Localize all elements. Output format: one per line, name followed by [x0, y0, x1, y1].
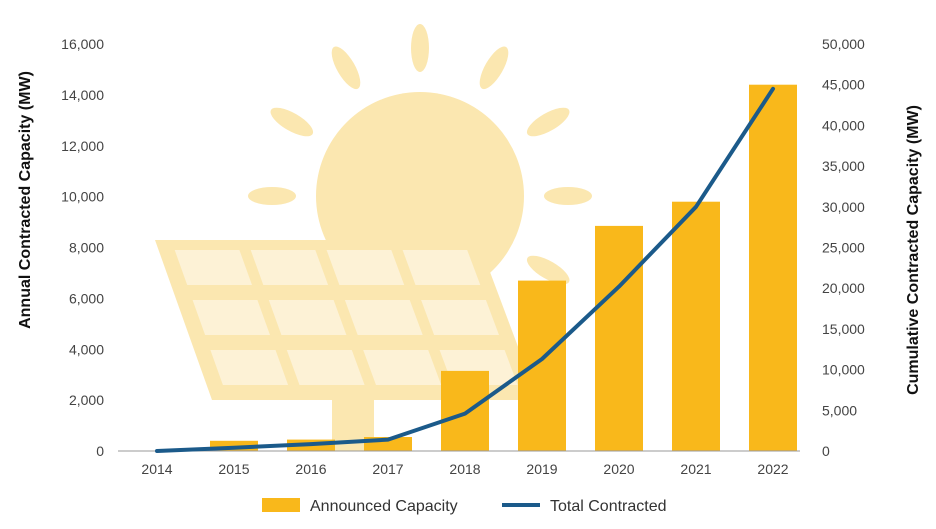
solar-cell-shape	[210, 350, 289, 385]
sun-and-solar-panel-illustration	[155, 24, 592, 451]
solar-cell-shape	[250, 250, 329, 285]
sun-ray-shape	[479, 46, 509, 90]
legend-label-announced-capacity: Announced Capacity	[310, 498, 458, 515]
right-tick-label: 25,000	[822, 240, 865, 256]
line-series	[155, 86, 775, 453]
x-tick-label: 2022	[757, 461, 788, 477]
bar-2020	[595, 225, 643, 451]
bar-series	[210, 84, 797, 451]
sun-ray-shape	[526, 255, 570, 285]
right-tick-label: 45,000	[822, 77, 865, 93]
x-axis-ticks: 2014 2015 2016 2017 2018 2019 2020 2021 2022	[141, 461, 788, 477]
right-tick-label: 50,000	[822, 36, 865, 52]
right-tick-label: 40,000	[822, 117, 865, 133]
left-tick-label: 8,000	[69, 240, 104, 256]
x-tick-label: 2020	[603, 461, 634, 477]
solar-cell-shape	[192, 300, 270, 335]
solar-cell-shape	[421, 300, 499, 335]
left-axis-ticks: 0 2,000 4,000 6,000 8,000 10,000 12,000 14,000 1…	[61, 36, 104, 459]
bar-2021	[672, 201, 720, 451]
x-tick-label: 2017	[372, 461, 403, 477]
left-tick-label: 14,000	[61, 87, 104, 103]
left-tick-label: 10,000	[61, 189, 104, 205]
x-tick-label: 2019	[526, 461, 557, 477]
right-tick-label: 30,000	[822, 199, 865, 215]
left-tick-label: 4,000	[69, 341, 104, 357]
x-tick-label: 2016	[295, 461, 326, 477]
right-tick-label: 10,000	[822, 362, 865, 378]
solar-cell-shape	[174, 250, 252, 285]
sun-ray-shape	[248, 187, 296, 205]
left-tick-label: 6,000	[69, 290, 104, 306]
solar-cell-shape	[363, 350, 442, 385]
left-tick-label: 0	[96, 443, 104, 459]
legend-swatch-announced-capacity	[262, 498, 300, 512]
sun-ray-shape	[411, 24, 429, 72]
right-tick-label: 35,000	[822, 158, 865, 174]
x-tick-label: 2015	[218, 461, 249, 477]
sun-ray-shape	[526, 107, 570, 137]
legend: Announced Capacity Total Contracted	[262, 498, 667, 515]
bar-2018	[441, 370, 489, 451]
solar-cell-shape	[268, 300, 347, 335]
x-tick-label: 2021	[680, 461, 711, 477]
legend-label-total-contracted: Total Contracted	[550, 498, 667, 515]
solar-cell-shape	[286, 350, 365, 385]
solar-cell-shape	[402, 250, 481, 285]
right-axis-title: Cumulative Contracted Capacity (MW)	[905, 105, 922, 395]
left-axis-title: Annual Contracted Capacity (MW)	[17, 71, 34, 329]
right-tick-label: 15,000	[822, 321, 865, 337]
line-total-contracted	[155, 86, 775, 453]
sun-ray-shape	[544, 187, 592, 205]
x-tick-label: 2014	[141, 461, 172, 477]
right-tick-label: 20,000	[822, 280, 865, 296]
bar-2019	[518, 280, 566, 451]
solar-cell-shape	[326, 250, 405, 285]
solar-cell-shape	[344, 300, 423, 335]
right-axis-ticks: 0 5,000 10,000 15,000 20,000 25,000 30,000 35,0…	[822, 36, 865, 459]
bar-2022	[749, 84, 797, 451]
left-tick-label: 16,000	[61, 36, 104, 52]
right-tick-label: 5,000	[822, 402, 857, 418]
right-tick-label: 0	[822, 443, 830, 459]
sun-ray-shape	[270, 107, 314, 137]
left-tick-label: 2,000	[69, 392, 104, 408]
sun-ray-shape	[331, 46, 361, 90]
x-tick-label: 2018	[449, 461, 480, 477]
left-tick-label: 12,000	[61, 138, 104, 154]
